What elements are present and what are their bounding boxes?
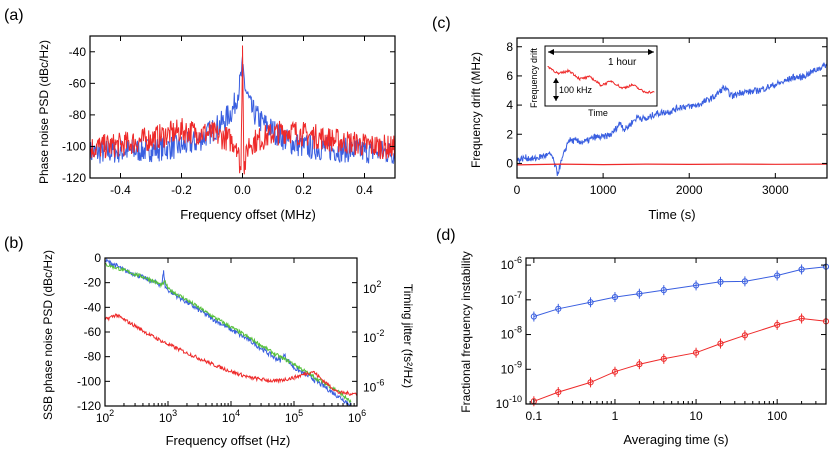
panel-b-xtick-label: 104 xyxy=(222,408,240,425)
panel-a-xtick-label: 0.2 xyxy=(295,183,312,197)
panel-c-ytick-label: 6 xyxy=(506,69,513,83)
panel-a-ylabel: Phase noise PSD (dBc/Hz) xyxy=(37,40,51,184)
panel-d-ytick-label: 10-10 xyxy=(496,394,522,411)
panel-a-xtick-label: -0.4 xyxy=(110,183,131,197)
panel-b: 102 103 104 105 106 -120 -100 -80 -60 -40 -20 0 102 1… xyxy=(41,250,415,448)
panel-a-xlabel: Frequency offset (MHz) xyxy=(180,207,316,222)
panel-d-ylabel: Fractional frequency instability xyxy=(459,251,473,412)
panel-b-series-blue xyxy=(104,257,352,407)
panel-a-series-red xyxy=(89,45,396,175)
panel-label-d: (d) xyxy=(436,227,456,244)
panel-b-series-red xyxy=(104,313,358,397)
panel-b-right-tick-label: 10-2 xyxy=(363,328,384,345)
panel-b-ytick-label: -40 xyxy=(84,300,102,314)
inset-scale-arrow-head-top xyxy=(553,78,559,83)
panel-a-xtick-label: -0.2 xyxy=(171,183,192,197)
panel-c-xtick-label: 1000 xyxy=(590,183,617,197)
panel-c-ytick-label: 4 xyxy=(506,98,513,112)
panel-label-c: (c) xyxy=(432,15,451,32)
panel-d-ticks: 0.1 1 10 100 10-10 10-9 10-8 10-7 10-6 xyxy=(496,255,827,423)
panel-d-ytick-label: 10-8 xyxy=(501,325,522,342)
panel-d-series-red xyxy=(533,317,827,402)
panel-c: 0 1000 2000 3000 0 2 4 6 8 Time (s) Frequency dr… xyxy=(469,37,828,222)
panel-c-inset-series-red xyxy=(547,65,655,95)
panel-b-xtick-label: 103 xyxy=(159,408,177,425)
panel-a: -0.4 -0.2 0.0 0.2 0.4 -120 -100 -80 -60 -40 Frequ… xyxy=(37,35,396,222)
panel-a-ticks: -0.4 -0.2 0.0 0.2 0.4 -120 -100 -80 -60 -40 xyxy=(62,36,395,197)
inset-hour-arrow-head-right xyxy=(648,49,654,55)
panel-c-xtick-label: 3000 xyxy=(762,183,789,197)
panel-a-ytick-label: -40 xyxy=(69,45,87,59)
panel-c-ytick-label: 2 xyxy=(506,127,513,141)
panel-b-xtick-label: 105 xyxy=(285,408,303,425)
panel-c-xtick-label: 0 xyxy=(514,183,521,197)
panel-b-ylabel-right: Timing jitter (fs²/Hz) xyxy=(401,284,415,388)
inset-scale-label: 100 kHz xyxy=(559,85,593,95)
panel-b-ticks: 102 103 104 105 106 -120 -100 -80 -60 -40 -20 0 102 1… xyxy=(77,251,384,425)
panel-c-ylabel: Frequency drift (MHz) xyxy=(469,52,483,168)
panel-label-b: (b) xyxy=(4,235,24,252)
panel-b-ytick-label: -80 xyxy=(84,350,102,364)
inset-plot xyxy=(547,65,655,95)
panel-b-xtick-label: 106 xyxy=(348,408,366,425)
panel-c-ytick-label: 8 xyxy=(506,40,513,54)
panel-d-ytick-label: 10-9 xyxy=(501,359,522,376)
inset-hour-arrow-head-left xyxy=(548,49,554,55)
panel-b-xtick-label: 102 xyxy=(96,408,114,425)
panel-c-series-red xyxy=(516,163,828,166)
panel-c-plot xyxy=(516,62,828,177)
panel-b-ytick-label: -60 xyxy=(84,325,102,339)
panel-a-xtick-label: 0.4 xyxy=(356,183,373,197)
panel-label-a: (a) xyxy=(4,7,24,24)
panel-d: 0.1 1 10 100 10-10 10-9 10-8 10-7 10-6 Averaging… xyxy=(459,251,830,447)
panel-b-ytick-label: 0 xyxy=(94,251,101,265)
inset-frame xyxy=(544,45,658,107)
panel-c-series-blue xyxy=(516,62,828,177)
panel-d-ytick-label: 10-7 xyxy=(501,290,522,307)
inset-ylabel: Frequency drift xyxy=(529,47,539,108)
panel-c-ytick-label: 0 xyxy=(506,156,513,170)
panel-b-right-tick-label: 102 xyxy=(363,279,381,296)
panel-c-frame xyxy=(516,37,828,179)
inset-hour-label: 1 hour xyxy=(608,57,637,68)
panel-a-xtick-label: 0.0 xyxy=(234,183,251,197)
panel-d-xtick-label: 1 xyxy=(612,409,619,423)
panel-d-xtick-label: 0.1 xyxy=(526,409,543,423)
panel-c-ticks: 0 1000 2000 3000 0 2 4 6 8 xyxy=(506,38,827,197)
panel-b-right-tick-label: 10-6 xyxy=(363,378,384,395)
panel-d-xlabel: Averaging time (s) xyxy=(623,432,728,447)
panel-a-ytick-label: -60 xyxy=(69,76,87,90)
panel-b-ylabel: SSB phase noise PSD (dBc/Hz) xyxy=(41,250,55,420)
panel-b-xlabel: Frequency offset (Hz) xyxy=(166,433,291,448)
panel-d-series-blue xyxy=(533,266,827,317)
panel-d-plot xyxy=(530,261,830,407)
panel-c-xtick-label: 2000 xyxy=(676,183,703,197)
panel-a-ytick-label: -80 xyxy=(69,108,87,122)
panel-b-ytick-label: -20 xyxy=(84,276,102,290)
panel-b-plot xyxy=(104,257,358,407)
panel-b-ytick-label: -120 xyxy=(77,399,101,413)
panel-c-xlabel: Time (s) xyxy=(648,207,695,222)
panel-a-ytick-label: -120 xyxy=(62,171,86,185)
panel-d-ytick-label: 10-6 xyxy=(501,255,522,272)
panel-d-frame xyxy=(525,257,827,405)
panel-d-xtick-label: 10 xyxy=(689,409,703,423)
inset-xlabel: Time xyxy=(588,108,608,118)
panel-a-ytick-label: -100 xyxy=(62,139,86,153)
panel-a-plot xyxy=(89,45,396,175)
panel-d-xtick-label: 100 xyxy=(767,409,787,423)
panel-b-ytick-label: -100 xyxy=(77,374,101,388)
inset-scale-arrow-head-bottom xyxy=(553,96,559,101)
panel-c-inset: 1 hour 100 kHz Time Frequency drift xyxy=(529,45,658,118)
